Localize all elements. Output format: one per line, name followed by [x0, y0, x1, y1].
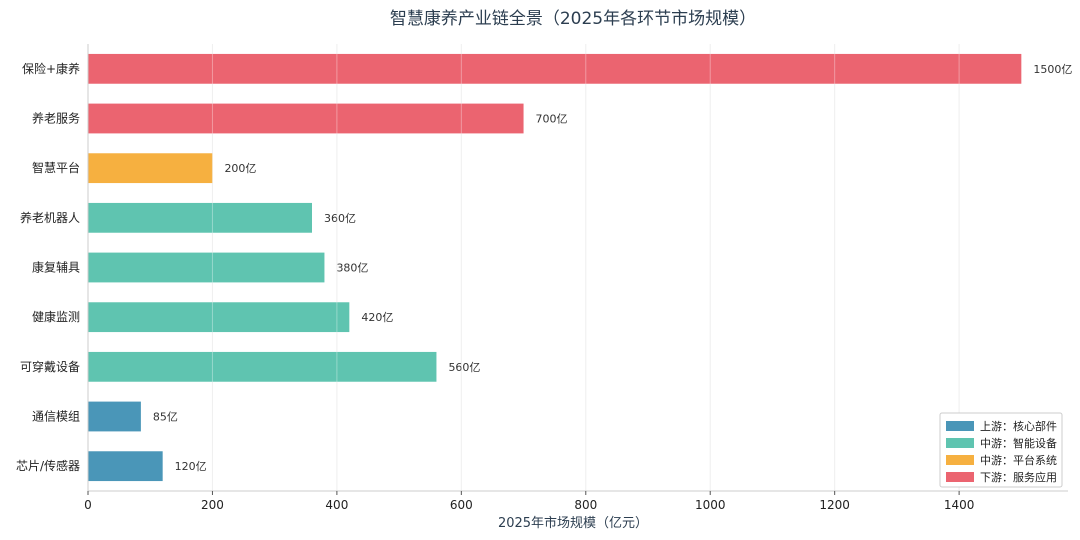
bar [88, 351, 437, 382]
x-tick-label: 200 [201, 498, 224, 512]
legend-swatch [946, 421, 974, 431]
data-label: 200亿 [224, 162, 256, 175]
data-label: 380亿 [336, 262, 368, 275]
bar [88, 202, 312, 233]
y-tick-label: 健康监测 [32, 309, 80, 324]
legend-swatch [946, 455, 974, 465]
x-tick-label: 1200 [819, 498, 850, 512]
y-tick-label: 通信模组 [32, 410, 80, 424]
y-tick-label: 智慧平台 [32, 160, 80, 175]
x-axis-label: 2025年市场规模（亿元） [498, 515, 648, 531]
legend-label: 中游：平台系统 [980, 453, 1057, 467]
bar [88, 401, 141, 432]
legend-swatch [946, 472, 974, 482]
bar [88, 451, 163, 482]
y-tick-label: 芯片/传感器 [16, 458, 80, 473]
x-tick-label: 1000 [695, 498, 726, 512]
y-tick-label: 康复辅具 [32, 260, 80, 275]
data-label: 120亿 [175, 460, 207, 473]
legend-label: 下游：服务应用 [980, 470, 1057, 484]
bar [88, 252, 325, 283]
chart-title: 智慧康养产业链全景（2025年各环节市场规模） [390, 9, 756, 29]
x-tick-label: 800 [574, 498, 597, 512]
bar [88, 103, 524, 134]
legend-box [939, 412, 1063, 488]
bar [88, 153, 213, 184]
x-tick-label: 400 [325, 498, 348, 512]
bar [88, 302, 350, 333]
x-tick-label: 0 [84, 498, 92, 512]
legend-swatch [946, 438, 974, 448]
y-tick-label: 养老服务 [32, 111, 80, 126]
legend-label: 中游：智能设备 [980, 436, 1057, 450]
axes: 保险+康养养老服务智慧平台养老机器人康复辅具健康监测可穿戴设备通信模组芯片/传感… [16, 44, 1068, 512]
y-tick-label: 保险+康养 [22, 61, 80, 76]
data-label: 420亿 [361, 311, 393, 324]
data-label: 85亿 [153, 411, 178, 424]
data-label: 360亿 [324, 212, 356, 225]
data-label: 1500亿 [1033, 63, 1072, 76]
x-tick-label: 1400 [944, 498, 975, 512]
x-tick-label: 600 [450, 498, 473, 512]
y-tick-label: 养老机器人 [20, 210, 80, 225]
data-label: 560亿 [448, 361, 480, 374]
data-label: 700亿 [536, 113, 568, 126]
bars: 1500亿 700亿 200亿 360亿 380亿 420亿 560亿 85亿 120亿 [88, 44, 1072, 491]
y-tick-label: 可穿戴设备 [20, 359, 80, 374]
legend-label: 上游：核心部件 [980, 419, 1057, 433]
bar [88, 53, 1022, 84]
